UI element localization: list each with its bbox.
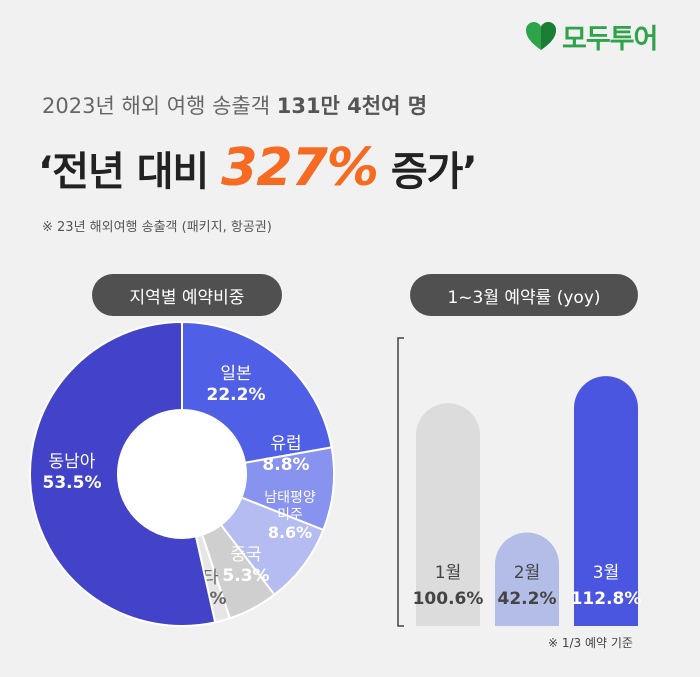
pie-slice-label-1: 유럽	[270, 434, 301, 454]
pie-slice-value-0: 22.2%	[207, 385, 266, 405]
headline-subtitle: 2023년 해외 여행 송출객 131만 4천여 명	[42, 90, 427, 120]
pie-chart-title: 지역별 예약비중	[92, 274, 282, 316]
headline-sub-bold: 131만 4천여 명	[276, 94, 428, 118]
bar-category-1: 2월	[514, 563, 540, 583]
heart-icon	[526, 22, 556, 50]
headline-title: ‘전년 대비 327% 증가’	[38, 138, 478, 198]
bar-chart-title: 1~3월 예약률 (yoy)	[410, 274, 638, 316]
source-note: ※ 23년 해외여행 송출객 (패키지, 항공권)	[42, 220, 272, 235]
bar-category-2: 3월	[593, 563, 619, 583]
headline-main-prefix: ‘전년 대비	[38, 149, 222, 195]
headline-highlight: 327%	[221, 138, 379, 198]
bar-0	[416, 403, 480, 626]
pie-slice-label-5: 동남아	[49, 452, 96, 472]
pie-slice-label-0: 일본	[220, 364, 251, 384]
pie-slice-value-3: 5.3%	[222, 566, 269, 586]
pie-slice-value-2: 8.6%	[268, 523, 312, 542]
bar-value-0: 100.6%	[413, 589, 484, 609]
pie-slice-value-1: 8.8%	[262, 455, 309, 475]
bar-category-0: 1월	[435, 563, 461, 583]
brand-name: 모두투어	[562, 23, 658, 55]
bar-axis-bracket	[397, 337, 404, 627]
bar-1	[495, 532, 559, 626]
bar-value-1: 42.2%	[498, 589, 557, 609]
pie-slice-value-5: 53.5%	[43, 473, 102, 493]
bar-2	[574, 376, 638, 626]
bar-value-2: 112.8%	[571, 589, 642, 609]
bar-footnote: ※ 1/3 예약 기준	[548, 636, 633, 650]
headline-sub-prefix: 2023년 해외 여행 송출객	[42, 94, 277, 118]
brand-logo: 모두투어	[524, 16, 658, 56]
headline-main-suffix: 증가’	[377, 149, 478, 195]
pie-chart: 일본22.2%유럽8.8%남태평양미주8.6%중국5.3%기타1.6%동남아53…	[29, 320, 335, 627]
pie-hole	[118, 410, 246, 538]
bar-chart: 1월 100.6% 2월 42.2% 3월 112.8%	[397, 337, 642, 627]
pie-slice-label-3: 중국	[230, 545, 261, 565]
pie-slice-label-2: 남태평양 미주	[264, 490, 316, 523]
